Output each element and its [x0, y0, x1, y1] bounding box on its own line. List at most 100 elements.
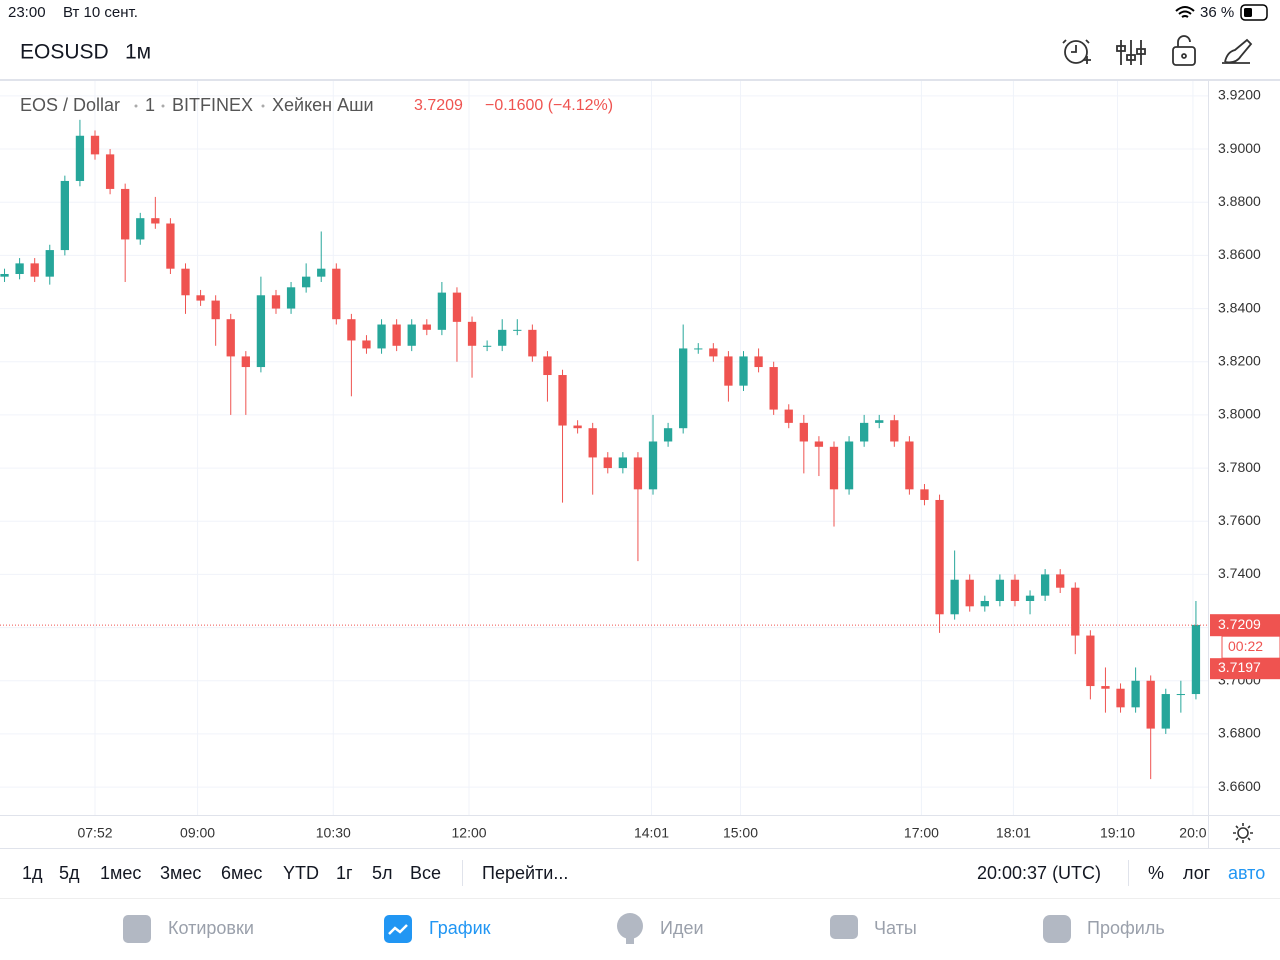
tab-icon — [1043, 915, 1071, 943]
range-button[interactable]: 1г — [336, 863, 353, 883]
candle-body — [105, 154, 115, 189]
tab-label[interactable]: Профиль — [1087, 918, 1165, 938]
legend-change: −0.1600 (−4.12%) — [485, 97, 613, 114]
candle-body — [347, 319, 356, 341]
x-tick-label: 17:00 — [904, 825, 939, 841]
candle-body — [90, 135, 100, 155]
candle-body — [950, 579, 959, 615]
candle-body — [890, 420, 899, 442]
x-tick-label: 19:10 — [1100, 825, 1135, 841]
legend-last: 3.7209 — [414, 97, 463, 114]
range-button[interactable]: 3мес — [160, 863, 201, 883]
legend-separator — [161, 104, 165, 108]
candle-body — [45, 250, 54, 277]
candle-body — [754, 356, 763, 368]
candle-body — [709, 348, 718, 357]
y-tick-label: 3.6800 — [1218, 725, 1261, 741]
tab-icon — [626, 937, 634, 944]
range-button[interactable]: 5д — [59, 863, 80, 883]
tab-icon-glyph — [388, 924, 408, 935]
candle-body — [271, 295, 281, 309]
candle-body — [302, 276, 311, 288]
candle-body — [860, 422, 869, 442]
tab-label[interactable]: Чаты — [874, 918, 917, 938]
indicators-button[interactable] — [1116, 40, 1146, 65]
candle-body — [633, 457, 643, 490]
range-button[interactable]: YTD — [283, 863, 319, 883]
price-axis: 3.9200 3.9000 3.8800 3.8600 3.8400 3.8200 3.80… — [77, 87, 1280, 841]
log-button[interactable]: лог — [1183, 863, 1211, 883]
legend-symbol: EOS / Dollar — [20, 95, 120, 115]
candle-body — [467, 321, 477, 346]
candle-body — [905, 441, 914, 490]
interval[interactable]: 1м — [125, 41, 151, 64]
y-tick-label: 3.7600 — [1218, 512, 1261, 528]
candle-body — [181, 268, 190, 296]
countdown-label: 00:22 — [1228, 638, 1263, 654]
wifi-icon — [1175, 6, 1195, 18]
y-tick-label: 3.9000 — [1218, 140, 1261, 156]
price-label: 3.7209 — [1218, 616, 1261, 632]
toolbar-divider — [0, 848, 1280, 849]
candle-body — [799, 422, 808, 442]
candle-body — [784, 409, 793, 423]
candle-body — [980, 600, 989, 607]
candle-body — [648, 441, 658, 490]
range-button[interactable]: 1д — [22, 863, 43, 883]
draw-button[interactable] — [1222, 38, 1253, 64]
alert-button[interactable] — [1062, 39, 1091, 64]
tab-icon — [123, 915, 151, 943]
candle-body — [1146, 680, 1155, 729]
status-date: Вт 10 сент. — [63, 4, 138, 21]
legend-exchange: BITFINEX — [172, 95, 253, 115]
settings-button[interactable] — [1233, 823, 1253, 843]
auto-button[interactable]: авто — [1228, 863, 1265, 883]
candle-body — [603, 457, 612, 469]
battery-icon — [1240, 4, 1268, 21]
candle-body — [121, 188, 130, 240]
status-time: 23:00 — [8, 4, 46, 21]
battery-level — [1244, 8, 1252, 17]
range-button[interactable]: 6мес — [221, 863, 262, 883]
candle-body — [392, 324, 401, 346]
tab-icon — [617, 913, 643, 939]
x-tick-label: 07:52 — [77, 825, 112, 841]
candle-body — [1191, 624, 1201, 695]
y-tick-label: 3.7800 — [1218, 459, 1261, 475]
tab-bar: Котировки График Идеи Чаты Профиль — [168, 918, 1165, 938]
candle-body — [136, 218, 145, 240]
tab-label[interactable]: Идеи — [660, 918, 704, 938]
time-axis-border — [0, 815, 1280, 816]
candle-body — [241, 356, 250, 368]
y-tick-label: 3.8400 — [1218, 299, 1261, 315]
header-divider — [0, 79, 1280, 81]
candle-body — [498, 329, 507, 346]
candle-body — [286, 287, 296, 309]
y-tick-label: 3.9200 — [1218, 87, 1261, 103]
symbol[interactable]: EOSUSD — [20, 41, 109, 64]
candle-body — [422, 324, 431, 330]
legend-separator — [261, 104, 265, 108]
range-button[interactable]: 1мес — [100, 863, 141, 883]
percent-button[interactable]: % — [1148, 863, 1164, 883]
lock-button[interactable] — [1172, 35, 1196, 66]
candle-body — [1040, 574, 1050, 596]
candle-body — [1056, 574, 1065, 588]
candle-body — [573, 425, 582, 429]
range-button[interactable]: Все — [410, 863, 441, 883]
goto-button[interactable]: Перейти... — [482, 863, 568, 883]
candle-body — [1116, 688, 1125, 708]
candle-body — [694, 348, 703, 350]
tab-label[interactable]: График — [429, 918, 491, 938]
candle-body — [1071, 587, 1080, 636]
x-tick-label: 18:01 — [996, 825, 1031, 841]
toolbar-separator — [462, 860, 463, 886]
tab-label[interactable]: Котировки — [168, 918, 254, 938]
range-button[interactable]: 5л — [372, 863, 393, 883]
candle-body — [724, 356, 733, 386]
x-tick-label: 20:0 — [1179, 825, 1206, 841]
candle-body — [332, 268, 341, 320]
candle-body — [75, 135, 85, 181]
status-battery: 36 % — [1200, 4, 1234, 21]
